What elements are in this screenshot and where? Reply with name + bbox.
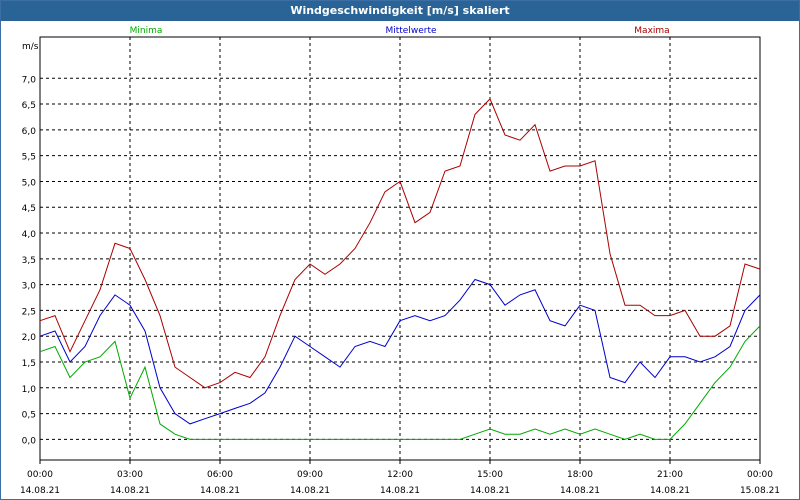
x-tick-date: 14.08.21 xyxy=(110,486,150,496)
y-tick-label: 0,5 xyxy=(22,411,36,421)
y-tick-label: 6,5 xyxy=(22,101,36,111)
y-tick-label: 7,0 xyxy=(22,75,37,85)
x-tick-date: 14.08.21 xyxy=(290,486,330,496)
x-tick-time: 00:00 xyxy=(27,470,53,480)
y-tick-label: 1,0 xyxy=(22,385,37,395)
legend-entry-mittelwerte: Mittelwerte xyxy=(385,26,436,36)
x-tick-date: 15.08.21 xyxy=(740,486,780,496)
x-tick-date: 14.08.21 xyxy=(560,486,600,496)
legend-entry-minima: Minima xyxy=(130,26,163,36)
x-tick-time: 21:00 xyxy=(657,470,683,480)
y-axis-label: m/s xyxy=(22,42,39,52)
x-tick-time: 18:00 xyxy=(567,470,593,480)
x-tick-time: 06:00 xyxy=(207,470,233,480)
x-tick-time: 00:00 xyxy=(747,470,773,480)
y-tick-label: 4,5 xyxy=(22,204,36,214)
y-tick-label: 5,5 xyxy=(22,153,36,163)
y-tick-label: 2,0 xyxy=(22,333,37,343)
y-tick-label: 0,0 xyxy=(22,436,37,446)
x-tick-date: 14.08.21 xyxy=(380,486,420,496)
series-line-minima xyxy=(39,325,761,440)
y-tick-label: 4,0 xyxy=(22,230,37,240)
y-tick-label: 6,0 xyxy=(22,127,37,137)
x-tick-time: 03:00 xyxy=(117,470,143,480)
legend-entry-maxima: Maxima xyxy=(634,26,669,36)
x-tick-time: 12:00 xyxy=(387,470,413,480)
x-tick-time: 15:00 xyxy=(477,470,503,480)
series-line-mittelwerte xyxy=(39,278,761,425)
y-tick-label: 2,5 xyxy=(22,307,36,317)
x-tick-time: 09:00 xyxy=(297,470,323,480)
axes: 0,0 0,5 1,0 1,5 2,0 2,5 3,0 3,5 4,0 4,5 5,0 5,5 6,0 6… xyxy=(20,36,780,496)
y-tick-label: 5,0 xyxy=(22,178,37,188)
y-tick-label: 3,0 xyxy=(22,282,37,292)
series-lines xyxy=(39,98,761,440)
y-tick-label: 3,5 xyxy=(22,256,36,266)
x-tick-date: 14.08.21 xyxy=(650,486,690,496)
legend: Minima Mittelwerte Maxima xyxy=(130,26,670,36)
y-tick-label: 1,5 xyxy=(22,359,36,369)
series-line-maxima xyxy=(39,98,761,389)
x-tick-date: 14.08.21 xyxy=(470,486,510,496)
x-tick-date: 14.08.21 xyxy=(20,486,60,496)
gridlines xyxy=(40,37,760,460)
chart-title: Windgeschwindigkeit [m/s] skaliert xyxy=(1,1,799,21)
x-tick-date: 14.08.21 xyxy=(200,486,240,496)
